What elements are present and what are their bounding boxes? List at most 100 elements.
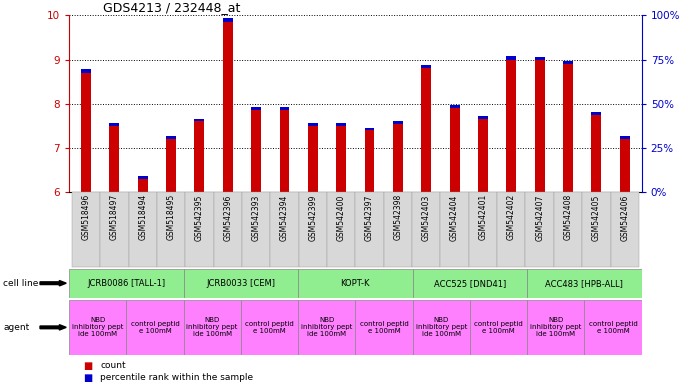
Text: count: count <box>100 361 126 370</box>
Text: GDS4213 / 232448_at: GDS4213 / 232448_at <box>104 1 241 14</box>
Bar <box>251 107 261 110</box>
Bar <box>279 107 289 110</box>
Bar <box>478 119 488 192</box>
Text: control peptid
e 100mM: control peptid e 100mM <box>474 321 523 334</box>
Text: ACC525 [DND41]: ACC525 [DND41] <box>434 279 506 288</box>
Bar <box>241 300 298 355</box>
Bar <box>100 192 128 267</box>
Text: GSM518494: GSM518494 <box>138 194 147 240</box>
Bar <box>81 69 91 73</box>
Bar <box>364 130 375 192</box>
Bar <box>298 300 355 355</box>
Bar <box>214 192 242 267</box>
Text: GSM542393: GSM542393 <box>252 194 261 241</box>
Bar <box>384 192 412 267</box>
Text: GSM542407: GSM542407 <box>535 194 544 241</box>
Text: agent: agent <box>3 323 30 332</box>
Text: NBD
inhibitory pept
ide 100mM: NBD inhibitory pept ide 100mM <box>530 317 582 338</box>
Bar <box>413 269 527 298</box>
Text: JCRB0086 [TALL-1]: JCRB0086 [TALL-1] <box>87 279 166 288</box>
Text: GSM518497: GSM518497 <box>110 194 119 240</box>
Text: GSM542398: GSM542398 <box>393 194 402 240</box>
Bar <box>270 192 299 267</box>
Bar <box>166 136 176 139</box>
Bar <box>620 139 630 192</box>
Bar <box>355 192 384 267</box>
Text: NBD
inhibitory pept
ide 100mM: NBD inhibitory pept ide 100mM <box>415 317 467 338</box>
Bar <box>157 192 185 267</box>
Bar <box>584 300 642 355</box>
Text: GSM542400: GSM542400 <box>337 194 346 241</box>
Text: KOPT-K: KOPT-K <box>341 279 370 288</box>
Bar <box>126 300 184 355</box>
Text: GSM542406: GSM542406 <box>620 194 629 241</box>
Bar <box>195 121 204 192</box>
Bar <box>393 124 403 192</box>
Bar <box>440 192 469 267</box>
Bar <box>251 110 261 192</box>
Text: GSM542408: GSM542408 <box>564 194 573 240</box>
Bar <box>336 126 346 192</box>
Bar <box>185 192 214 267</box>
Bar <box>138 176 148 179</box>
Text: GSM518496: GSM518496 <box>81 194 90 240</box>
Bar <box>184 269 298 298</box>
Bar <box>469 192 497 267</box>
Bar <box>72 192 100 267</box>
Bar <box>308 123 318 126</box>
Text: GSM542395: GSM542395 <box>195 194 204 241</box>
Bar <box>355 300 413 355</box>
Bar <box>527 300 584 355</box>
Bar <box>535 57 544 60</box>
Bar <box>506 56 516 60</box>
Bar <box>563 61 573 64</box>
Bar <box>364 127 375 130</box>
Text: GSM542401: GSM542401 <box>478 194 487 240</box>
Text: ACC483 [HPB-ALL]: ACC483 [HPB-ALL] <box>546 279 623 288</box>
Bar <box>450 108 460 192</box>
Bar <box>478 116 488 119</box>
Bar <box>526 192 554 267</box>
Text: GSM542394: GSM542394 <box>280 194 289 241</box>
Text: GSM542404: GSM542404 <box>450 194 459 241</box>
Bar <box>299 192 327 267</box>
Text: control peptid
e 100mM: control peptid e 100mM <box>359 321 408 334</box>
Bar <box>166 139 176 192</box>
Text: control peptid
e 100mM: control peptid e 100mM <box>589 321 638 334</box>
Text: NBD
inhibitory pept
ide 100mM: NBD inhibitory pept ide 100mM <box>301 317 353 338</box>
Bar <box>184 300 241 355</box>
Text: percentile rank within the sample: percentile rank within the sample <box>100 373 253 382</box>
Bar <box>223 22 233 192</box>
Bar <box>110 126 119 192</box>
Bar <box>336 123 346 126</box>
Text: control peptid
e 100mM: control peptid e 100mM <box>245 321 294 334</box>
Bar <box>535 60 544 192</box>
Bar <box>527 269 642 298</box>
Bar <box>69 269 184 298</box>
Text: GSM542403: GSM542403 <box>422 194 431 241</box>
Bar <box>591 112 601 115</box>
Bar <box>128 192 157 267</box>
Bar <box>308 126 318 192</box>
Bar <box>497 192 526 267</box>
Bar <box>554 192 582 267</box>
Bar <box>279 110 289 192</box>
Bar <box>591 115 601 192</box>
Text: JCRB0033 [CEM]: JCRB0033 [CEM] <box>206 279 275 288</box>
Text: ■: ■ <box>83 373 92 383</box>
Bar <box>582 192 611 267</box>
Text: GSM518495: GSM518495 <box>166 194 175 240</box>
Text: GSM542405: GSM542405 <box>592 194 601 241</box>
Bar <box>69 300 126 355</box>
Bar <box>393 121 403 124</box>
Bar <box>450 106 460 108</box>
Bar <box>223 18 233 22</box>
Text: GSM542399: GSM542399 <box>308 194 317 241</box>
Bar <box>422 68 431 192</box>
Text: GSM542397: GSM542397 <box>365 194 374 241</box>
Bar <box>470 300 527 355</box>
Bar <box>620 136 630 139</box>
Text: ■: ■ <box>83 361 92 371</box>
Text: GSM542402: GSM542402 <box>506 194 516 240</box>
Bar <box>138 179 148 192</box>
